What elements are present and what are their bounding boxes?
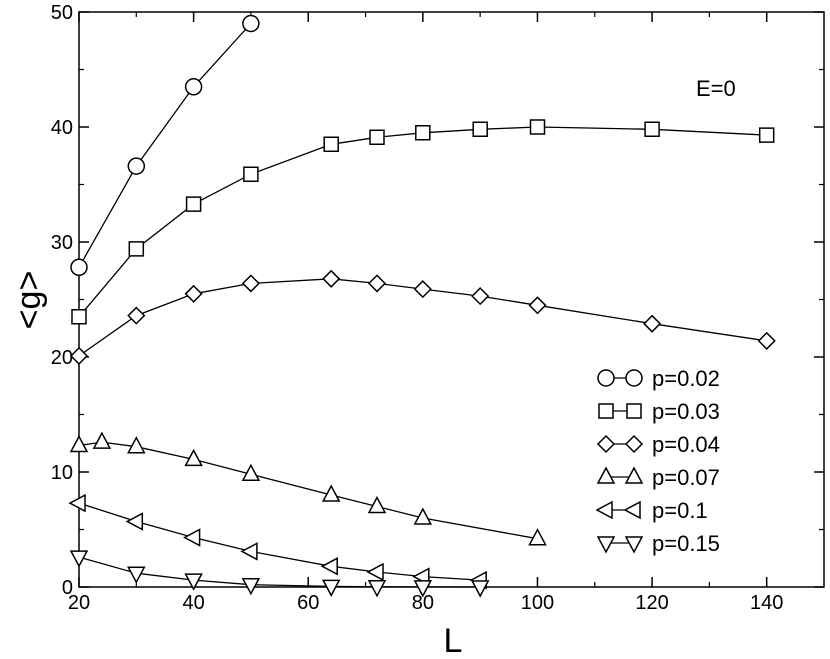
legend-item: p=0.03 [598,399,720,424]
legend-label: p=0.07 [652,465,720,490]
series-p-0-04 [69,269,776,365]
x-tick-label: 20 [68,592,90,614]
legend-marker [597,369,615,387]
data-point [71,309,87,325]
data-point [70,258,88,276]
data-point [471,287,490,306]
data-point [68,493,86,513]
data-point [320,557,338,576]
legend-label: p=0.1 [652,498,708,523]
data-point [367,274,387,293]
data-point [185,196,202,212]
data-point [366,562,384,582]
data-point [528,296,547,315]
legend-marker [625,369,643,387]
data-point [470,580,490,598]
legend-marker [596,434,616,454]
legend-marker [626,403,642,419]
series-line [78,23,252,268]
legend-item: p=0.15 [596,531,720,556]
y-tick-label: 0 [62,577,73,599]
data-point [644,121,660,138]
legend-item: p=0.07 [596,465,720,490]
data-point [184,284,203,303]
data-point [528,528,547,546]
x-tick-label: 40 [182,592,204,614]
legend-marker [623,500,641,520]
data-point [69,434,89,453]
x-tick-label: 60 [297,592,319,614]
legend-marker [624,536,644,554]
series-p-0-02 [70,14,260,276]
legend-marker [596,466,616,484]
y-tick-label: 50 [51,2,73,24]
legend-marker [598,403,614,419]
legend-marker [595,500,613,520]
y-tick-label: 30 [51,232,73,254]
series-p-0-07 [69,431,547,546]
data-point [758,127,775,143]
x-tick-label: 140 [750,592,783,614]
data-point [243,166,259,182]
legend: p=0.02 p=0.03 p=0.04 p=0.07 p=0.1 p=0.15 [595,366,720,556]
data-point [413,507,433,525]
y-tick-label: 20 [51,347,73,369]
data-point [183,528,201,547]
data-point [127,306,146,325]
data-point [241,463,261,482]
data-point [128,241,145,257]
data-point [242,14,260,33]
legend-label: p=0.04 [652,432,720,457]
data-point [92,431,112,449]
data-point [125,512,144,531]
data-point [184,78,203,96]
data-point [184,573,203,591]
data-point [127,436,146,454]
x-tick-label: 120 [635,592,668,614]
data-point [69,550,89,568]
data-point [184,448,203,467]
data-point [127,566,146,584]
data-point [529,119,546,135]
data-point [413,280,432,299]
legend-item: p=0.02 [597,366,720,391]
legend-label: p=0.02 [652,366,720,391]
y-tick-label: 10 [51,462,73,484]
data-point [323,136,339,153]
data-point [321,484,341,502]
y-axis-title: <g> [10,271,48,330]
annotation-e0: E=0 [696,76,736,101]
series-layer [68,14,776,598]
legend-label: p=0.15 [652,531,720,556]
series-line [78,556,481,588]
x-tick-label: 100 [521,592,554,614]
data-point [415,125,431,141]
data-point [643,314,662,333]
series-p-0-15 [69,550,490,598]
legend-label: p=0.03 [652,399,720,424]
data-point [241,274,260,293]
data-point [69,346,89,365]
legend-item: p=0.04 [596,432,720,457]
data-point [367,495,387,514]
data-point [369,129,385,146]
y-tick-label: 40 [51,117,73,139]
legend-item: p=0.1 [595,498,708,523]
x-tick-label: 80 [412,592,434,614]
data-point [322,269,341,288]
series-p-0-03 [71,119,775,325]
legend-marker [624,466,644,484]
data-point [241,577,261,596]
legend-marker [624,434,644,454]
data-point [367,580,387,598]
legend-marker [596,536,616,554]
data-point [321,579,341,597]
data-point [757,331,776,350]
x-axis-title: L [444,622,463,659]
data-point [413,580,433,598]
data-point [127,157,146,175]
data-point [240,542,258,561]
data-point [472,121,488,138]
